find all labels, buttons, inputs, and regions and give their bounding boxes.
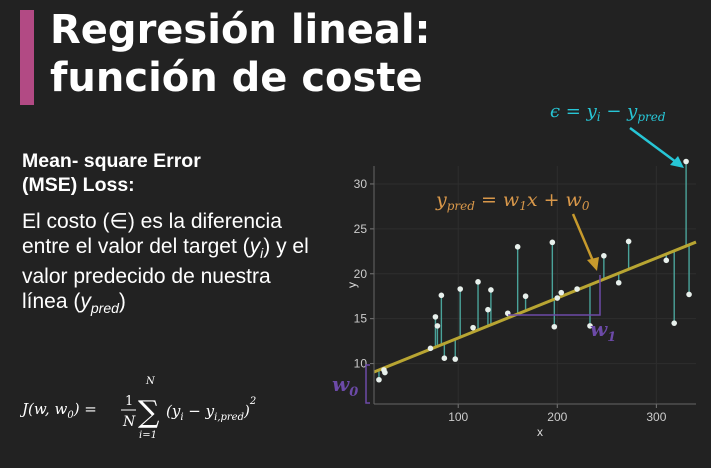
slope-triangle [508, 275, 601, 316]
x-tick-label: 200 [547, 410, 567, 424]
data-point [671, 320, 678, 326]
data-point [470, 324, 476, 331]
chart-axes: x y [345, 166, 696, 439]
data-point [457, 286, 463, 292]
ypred-arrow [571, 213, 595, 262]
data-point [432, 314, 439, 320]
sum-lower-limit: i=1 [139, 430, 157, 441]
data-point [514, 244, 521, 250]
data-points [376, 158, 692, 383]
y-tick-label: 10 [354, 357, 368, 371]
epsilon-equation: ϵ = yi − ypred [550, 101, 666, 124]
data-point [625, 238, 632, 245]
data-point [615, 279, 622, 286]
chart-ticks: 10 15 20 25 30 100 200 300 [354, 177, 667, 424]
chart-annotations: ϵ = yi − ypred ypred = w1x + w0 w1 w0 [332, 101, 684, 404]
x-axis-label: x [537, 425, 543, 439]
ypred-equation: ypred = w1x + w0 [435, 189, 590, 213]
data-point [522, 293, 529, 300]
regression-line [373, 240, 697, 374]
data-point [663, 257, 670, 264]
data-point [554, 295, 561, 301]
title-line-1: Regresión lineal: [50, 7, 431, 53]
regression-line-group [373, 240, 697, 374]
subtitle-line-1: Mean- square Error [22, 150, 201, 172]
data-point [382, 369, 388, 376]
data-point [549, 239, 556, 246]
regression-chart: 10 15 20 25 30 100 200 300 ϵ = yi − ypred ypred… [332, 101, 697, 439]
formula-term: (yi − yi,pred)2 [166, 396, 256, 423]
y-tick-label: 25 [354, 222, 368, 236]
sum-upper-limit: N [145, 376, 156, 387]
sum-symbol: ∑ [138, 395, 160, 430]
w0-label: w0 [332, 372, 358, 400]
title-accent-bar [20, 10, 34, 105]
data-point [475, 279, 481, 285]
data-point [488, 287, 494, 293]
y-tick-label: 20 [354, 267, 368, 281]
y-tick-label: 30 [354, 177, 368, 191]
data-point [485, 306, 491, 313]
slide-title: Regresión lineal: función de coste [50, 6, 431, 102]
x-tick-label: 100 [448, 410, 468, 424]
data-point [601, 253, 607, 259]
section-subtitle: Mean- square Error (MSE) Loss: [22, 149, 201, 197]
ypred-arrowhead [587, 257, 599, 271]
description-paragraph: El costo (∈) es la diferencia entre el v… [22, 210, 309, 316]
data-point [376, 376, 382, 383]
w1-label: w1 [590, 317, 616, 345]
mse-formula: J(w, w0) = 1 N N ∑ i=1 (yi − yi,pred)2 [20, 376, 256, 441]
data-point [686, 291, 692, 298]
data-point [438, 292, 445, 299]
x-tick-label: 300 [646, 410, 666, 424]
title-line-2: función de coste [50, 55, 423, 101]
epsilon-symbol: ∈ [109, 210, 128, 233]
data-point [452, 356, 459, 362]
intercept-bracket [365, 364, 370, 404]
formula-lhs: J(w, w0) = [20, 400, 97, 421]
data-point [551, 323, 558, 330]
data-point [587, 323, 593, 329]
data-point [427, 345, 434, 352]
epsilon-arrowhead [670, 156, 684, 168]
chart-grid [374, 166, 696, 404]
data-point [441, 355, 448, 361]
subtitle-line-2: (MSE) Loss: [22, 174, 135, 196]
y-axis-label: y [345, 282, 359, 288]
y-tick-label: 15 [354, 312, 368, 326]
data-point [434, 323, 441, 329]
data-point [683, 158, 689, 165]
data-point [574, 286, 580, 292]
fraction-numerator: 1 [125, 394, 133, 409]
data-point [558, 289, 565, 296]
fraction-denominator: N [122, 414, 136, 430]
epsilon-arrow [629, 126, 681, 167]
